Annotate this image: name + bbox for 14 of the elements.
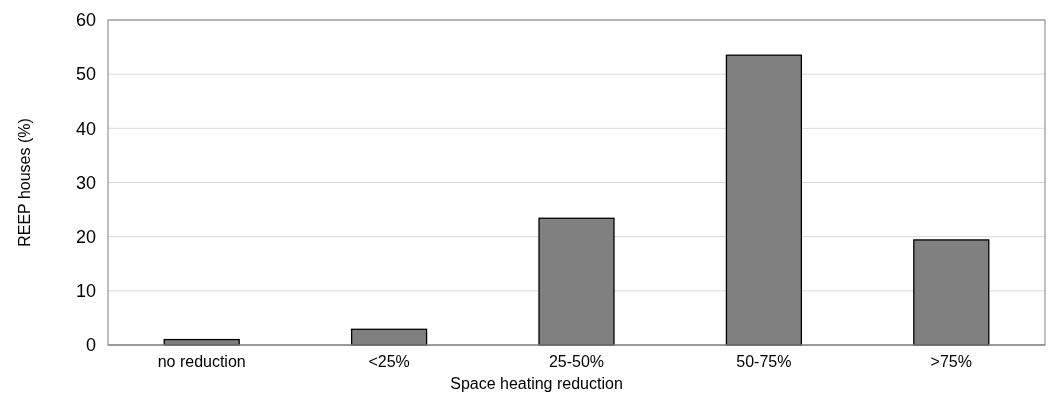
x-tick-label: <25% (368, 353, 410, 370)
y-tick-label: 30 (75, 172, 96, 193)
x-tick-label: 25-50% (548, 353, 605, 370)
x-tick-label: 50-75% (736, 353, 792, 370)
x-tick-label: >75% (930, 353, 972, 370)
y-tick-label: 40 (75, 118, 96, 139)
x-tick-label: no reduction (157, 353, 246, 370)
y-axis-title: REEP houses (%) (16, 118, 33, 247)
y-tick-label: 50 (75, 64, 96, 85)
y-tick-label: 60 (75, 10, 96, 31)
y-tick-label: 10 (75, 281, 96, 302)
y-tick-label: 0 (85, 335, 96, 356)
y-tick-label: 20 (75, 226, 96, 247)
x-axis-title: Space heating reduction (450, 375, 623, 392)
